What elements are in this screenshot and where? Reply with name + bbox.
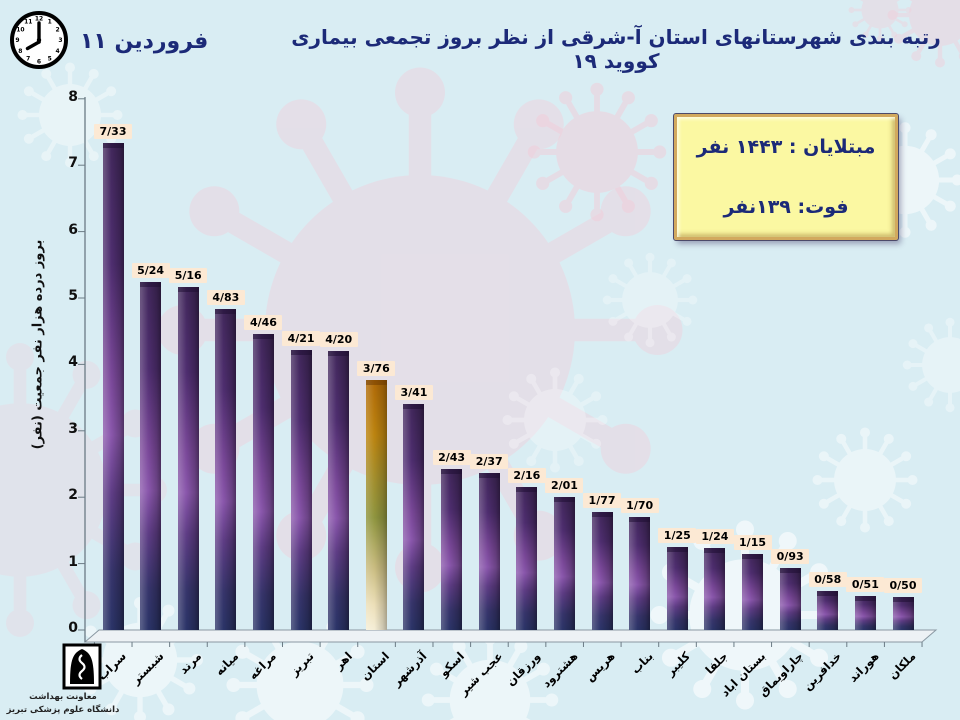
bar-value-label: 5/16 (169, 268, 208, 284)
chart-bar (892, 596, 914, 630)
footer-org-line1: معاونت بهداشت (29, 692, 97, 702)
bar-value-label: 2/43 (432, 449, 471, 465)
bar-value-label: 1/70 (620, 498, 659, 514)
bar-value-label: 2/01 (545, 477, 584, 493)
clock-numeral: 10 (16, 26, 24, 33)
bar-value-label: 4/46 (244, 314, 283, 330)
chart-bar (629, 517, 651, 630)
chart-bar (742, 553, 764, 630)
bar-value-label: 0/58 (808, 572, 847, 588)
chart-bar-highlight (365, 380, 387, 630)
y-tick-label: 7 (68, 155, 78, 172)
bar-value-label: 1/25 (658, 528, 697, 543)
clock-hour-hand (25, 40, 41, 51)
chart-bar (140, 282, 162, 630)
bar-value-label: 4/21 (282, 331, 321, 347)
logo-arch (70, 649, 94, 684)
y-tick-label: 0 (68, 620, 78, 636)
chart-bar (328, 351, 350, 630)
clock-numeral: 11 (24, 18, 32, 25)
bar-value-label: 0/93 (771, 549, 810, 565)
chart-bar (403, 403, 425, 630)
chart-bar (252, 333, 274, 630)
bar-value-label: 5/24 (131, 263, 170, 279)
bar-value-label: 1/15 (733, 534, 772, 550)
bar-value-label: 0/50 (884, 577, 923, 593)
y-tick-label: 3 (68, 420, 78, 437)
bar-value-label: 3/41 (394, 384, 433, 400)
y-tick-label: 1 (68, 553, 78, 570)
chart-bar (516, 486, 538, 630)
chart-bar (102, 143, 124, 630)
virus-icon (902, 317, 960, 413)
bar-value-label: 1/77 (583, 493, 622, 509)
clock-numeral: 5 (48, 56, 52, 63)
virus-icon (502, 367, 608, 473)
bar-value-label: 2/37 (470, 453, 509, 469)
clock-numeral: 4 (56, 48, 60, 55)
y-tick-label: 2 (68, 487, 78, 504)
chart-bar (441, 468, 463, 630)
chart-bar (704, 547, 726, 630)
chart-bar (177, 287, 199, 630)
bar-value-label: 2/16 (507, 467, 546, 483)
bar-value-label: 1/24 (695, 528, 734, 544)
virus-icon (602, 252, 698, 348)
bar-value-label: 4/83 (206, 290, 245, 306)
logo-serpent (78, 654, 86, 680)
clock-numeral: 8 (18, 48, 22, 55)
y-tick-label: 6 (68, 221, 78, 238)
bar-value-label: 7/33 (94, 124, 132, 140)
chart-bar (666, 547, 688, 630)
virus-icon (887, 0, 960, 68)
virus-icon (527, 82, 667, 222)
footer-org-line2: دانشگاه علوم پزشکی تبریز (6, 705, 120, 716)
virus-icon (848, 0, 912, 42)
clock-numeral: 2 (56, 26, 60, 33)
date-label: ۱۱ فروردین (80, 29, 209, 54)
bar-value-label: 4/20 (319, 332, 358, 348)
chart-bar (854, 596, 876, 630)
virus-icon (812, 427, 918, 533)
cases-count: مبتلایان : ۱۴۴۳ نفر (696, 136, 876, 158)
clock-numeral: 7 (26, 56, 30, 63)
clock-center (36, 37, 42, 43)
chart-title: رتبه بندی شهرستانهای استان آ-شرقی از نظر… (291, 25, 941, 73)
chart-floor (83, 629, 938, 643)
footer-org: معاونت بهداشت دانشگاه علوم پزشکی تبریز (0, 691, 126, 717)
y-tick-label: 5 (68, 288, 78, 304)
bar-value-label: 3/76 (357, 361, 396, 377)
chart-bar (817, 591, 839, 630)
clock-numeral: 12 (35, 16, 43, 23)
y-tick-label: 8 (68, 88, 78, 105)
chart-bar (478, 472, 500, 630)
clock-numeral: 6 (37, 59, 41, 66)
chart-bar (290, 350, 312, 630)
chart-bar (591, 512, 613, 630)
deaths-count: فوت: ۱۳۹نفر (723, 196, 849, 218)
clock-numeral: 1 (48, 18, 52, 25)
clock-numeral: 9 (15, 37, 19, 44)
chart-bar (215, 309, 237, 630)
university-logo (62, 643, 102, 690)
virus-icon (421, 631, 559, 720)
chart-bar (553, 496, 575, 630)
y-tick-label: 4 (68, 354, 78, 371)
summary-box: مبتلایان : ۱۴۴۳ نفر فوت: ۱۳۹نفر (673, 113, 899, 241)
chart-bar (779, 568, 801, 630)
clock-numeral: 3 (58, 37, 62, 44)
bar-value-label: 0/51 (846, 577, 885, 593)
y-axis-title: بروز درده هزار نفر جمعیت (نفر) (30, 239, 46, 450)
